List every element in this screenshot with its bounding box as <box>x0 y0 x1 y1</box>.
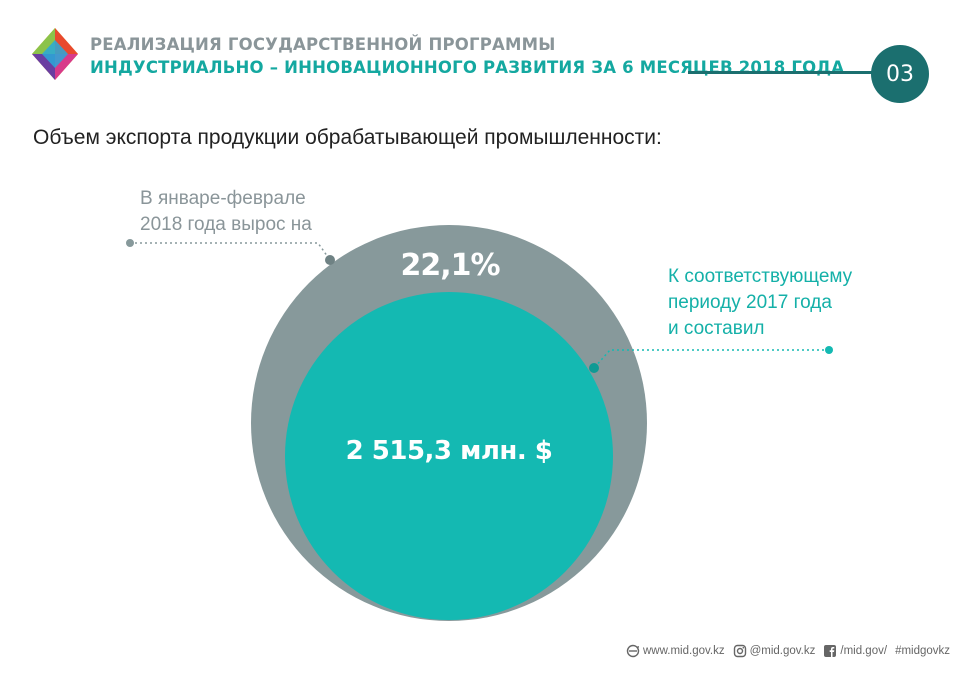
instagram-icon <box>733 644 746 658</box>
header-divider <box>688 71 888 74</box>
ministry-logo <box>32 28 78 80</box>
right-annotation-line-1: К соответствующему <box>668 266 853 287</box>
section-subtitle: Объем экспорта продукции обрабатывающей … <box>33 126 662 149</box>
website-text: www.mid.gov.kz <box>643 645 725 657</box>
facebook-link[interactable]: /mid.gov/ <box>823 644 887 658</box>
page-title: РЕАЛИЗАЦИЯ ГОСУДАРСТВЕННОЙ ПРОГРАММЫ ИНД… <box>90 34 844 80</box>
website-link[interactable]: www.mid.gov.kz <box>626 644 725 658</box>
footer-links: www.mid.gov.kz @mid.gov.kz /mid.gov/ #mi… <box>626 644 950 658</box>
right-annotation-line-2: периоду 2017 года <box>668 292 832 313</box>
page-number-badge: 03 <box>871 45 929 103</box>
right-annotation: К соответствующему периоду 2017 года и с… <box>668 264 852 342</box>
title-line-2: ИНДУСТРИАЛЬНО – ИННОВАЦИОННОГО РАЗВИТИЯ … <box>90 58 845 77</box>
growth-percent: 22,1% <box>400 248 500 283</box>
hashtag-text: #midgovkz <box>895 645 951 657</box>
facebook-icon <box>824 645 837 657</box>
left-annotation-line-1: В январе-феврале <box>140 188 306 209</box>
instagram-link[interactable]: @mid.gov.kz <box>733 644 816 658</box>
left-connector <box>126 239 335 265</box>
facebook-text: /mid.gov/ <box>840 645 888 657</box>
title-line-1: РЕАЛИЗАЦИЯ ГОСУДАРСТВЕННОЙ ПРОГРАММЫ <box>90 35 556 54</box>
web-icon <box>626 644 640 658</box>
right-connector <box>589 346 833 373</box>
right-annotation-line-3: и составил <box>668 318 765 339</box>
export-value: 2 515,3 млн. $ <box>345 436 553 466</box>
export-value-circle <box>285 292 613 620</box>
hashtag-link[interactable]: #midgovkz <box>895 645 950 657</box>
left-annotation-line-2: 2018 года вырос на <box>140 214 312 235</box>
left-annotation: В январе-феврале 2018 года вырос на <box>140 186 312 238</box>
instagram-text: @mid.gov.kz <box>749 645 816 657</box>
